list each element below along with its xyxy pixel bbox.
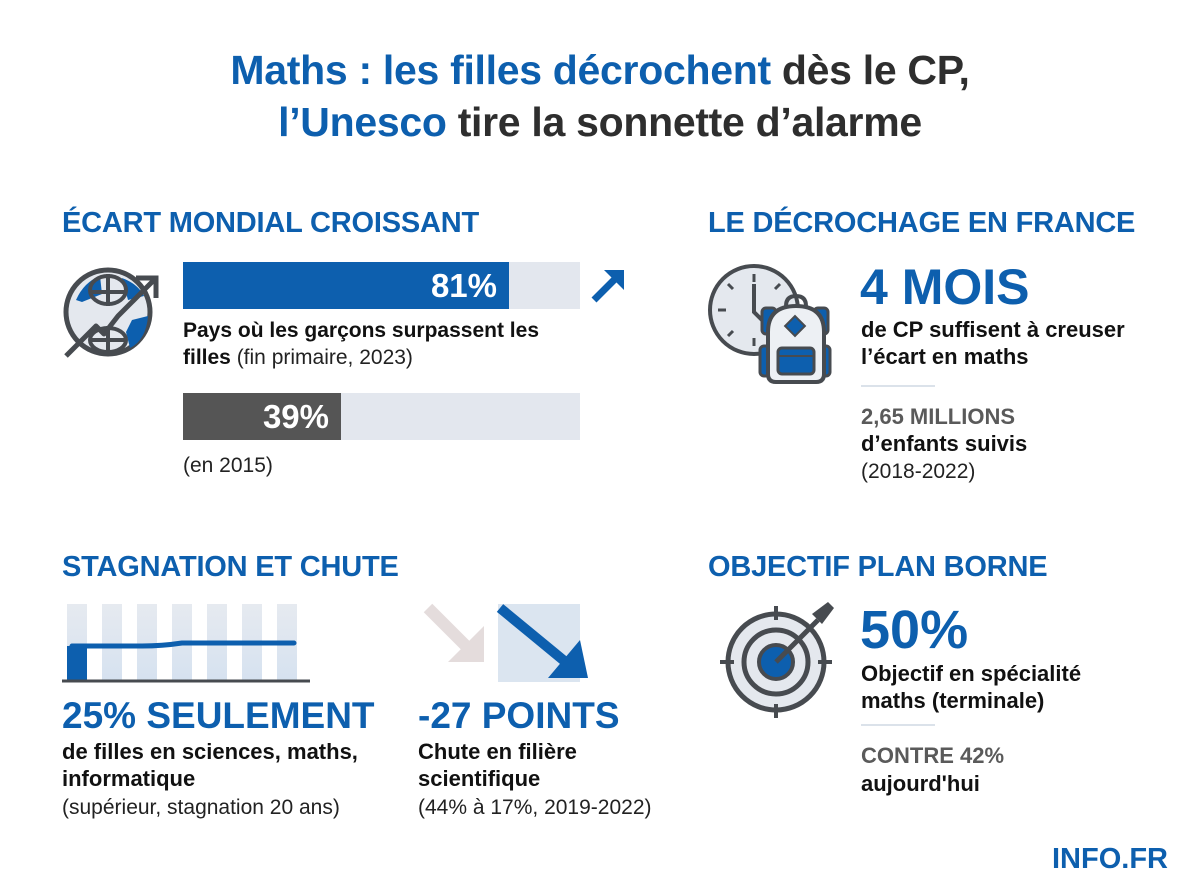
caption-2015: (en 2015): [183, 454, 273, 477]
section-heading-stagnation: STAGNATION ET CHUTE: [62, 551, 399, 583]
compare-value: CONTRE 42%: [861, 743, 1005, 768]
stat-desc: d’enfants suivis: [861, 431, 1028, 456]
big-value-25: 25% SEULEMENT: [62, 695, 375, 736]
brand-logo[interactable]: INFO.FR: [1052, 843, 1168, 875]
section-heading-ecart: ÉCART MONDIAL CROISSANT: [62, 207, 479, 239]
section-heading-decrochage: LE DÉCROCHAGE EN FRANCE: [708, 207, 1136, 239]
note-27-points: (44% à 17%, 2019-2022): [418, 796, 652, 819]
stat-period: (2018-2022): [861, 460, 976, 483]
desc-4-mois: de CP suffisent à creuser l’écart en mat…: [861, 317, 1125, 369]
arrow-down-right-icon: [420, 600, 600, 684]
bar-2023-fill: 81%: [183, 262, 509, 309]
bar-2015-fill: 39%: [183, 393, 341, 440]
big-value-27-points: -27 POINTS: [418, 695, 620, 736]
big-value-4-mois: 4 MOIS: [860, 259, 1030, 315]
compare-desc: aujourd'hui: [861, 771, 980, 796]
target-arrow-icon: [716, 600, 846, 725]
bar-2023-track: 81%: [183, 262, 580, 309]
page-title: Maths : les filles décrochent dès le CP,…: [230, 47, 970, 145]
desc-50: Objectif en spécialité maths (terminale): [861, 661, 1082, 713]
divider: [861, 724, 935, 726]
desc-27-points: Chute en filière scientifique: [418, 739, 577, 791]
bar-2015-track: 39%: [183, 393, 580, 440]
stat-value-millions: 2,65 MILLIONS: [861, 404, 1016, 429]
desc-25: de filles en sciences, maths, informatiq…: [62, 739, 358, 791]
big-value-50: 50%: [860, 600, 969, 660]
clock-backpack-icon: [706, 262, 836, 387]
note-25: (supérieur, stagnation 20 ans): [62, 796, 340, 819]
caption-2023: Pays où les garçons surpassent les fille…: [183, 319, 539, 369]
globe-trend-up-icon: [62, 260, 162, 360]
section-heading-objectif: OBJECTIF PLAN BORNE: [708, 551, 1048, 583]
arrow-up-right-icon: [590, 268, 626, 304]
divider: [861, 385, 935, 387]
flat-line-chart-icon: [62, 600, 312, 684]
